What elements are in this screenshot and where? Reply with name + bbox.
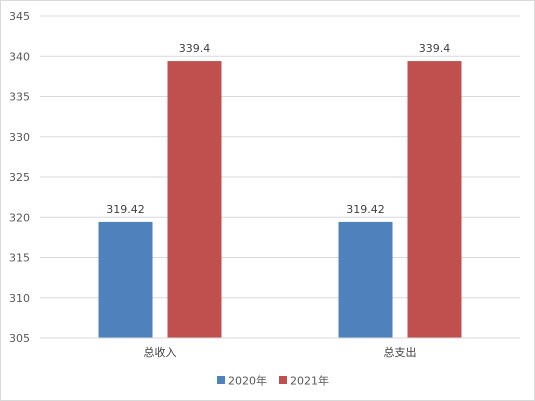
data-labels: 319.42 339.4 319.42 339.4 xyxy=(106,42,450,216)
bar-2021 xyxy=(407,61,462,338)
legend-label: 2021年 xyxy=(290,374,329,388)
bar-2021 xyxy=(167,61,222,338)
y-tick-label: 325 xyxy=(9,171,30,184)
legend-swatch xyxy=(279,376,287,384)
y-tick-label: 330 xyxy=(9,131,30,144)
bar-2020 xyxy=(338,221,393,338)
y-tick-label: 315 xyxy=(9,252,30,265)
bar-2020 xyxy=(98,221,153,338)
data-label: 339.4 xyxy=(419,42,451,55)
legend: 2020年 2021年 xyxy=(217,374,329,388)
y-axis-ticks: 305 310 315 320 325 330 335 340 345 xyxy=(9,10,30,345)
data-label: 339.4 xyxy=(179,42,211,55)
y-tick-label: 335 xyxy=(9,91,30,104)
data-label: 319.42 xyxy=(106,203,145,216)
x-axis-categories: 总收入 总支出 xyxy=(144,345,417,359)
x-category-label: 总支出 xyxy=(384,345,417,359)
y-tick-label: 320 xyxy=(9,211,30,224)
y-tick-label: 345 xyxy=(9,10,30,23)
y-tick-label: 305 xyxy=(9,332,30,345)
legend-swatch xyxy=(217,376,225,384)
data-label: 319.42 xyxy=(346,203,385,216)
x-category-label: 总收入 xyxy=(144,345,177,359)
y-tick-label: 310 xyxy=(9,292,30,305)
legend-label: 2020年 xyxy=(228,374,267,388)
bars xyxy=(98,61,462,338)
y-tick-label: 340 xyxy=(9,50,30,63)
